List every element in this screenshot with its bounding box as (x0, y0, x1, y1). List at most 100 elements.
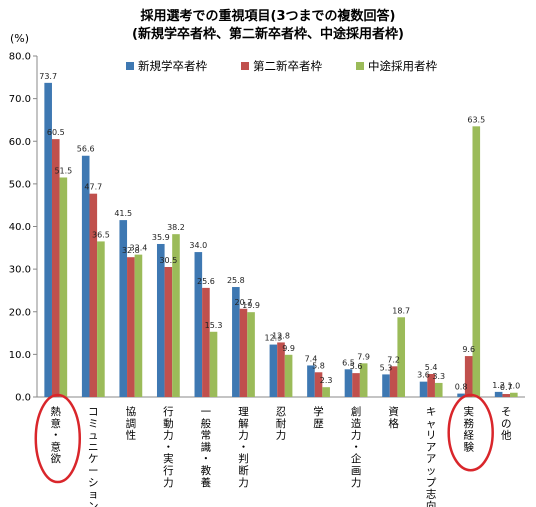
bar (419, 381, 428, 397)
bar (359, 363, 368, 397)
bar (284, 354, 293, 397)
bar (202, 287, 210, 397)
bar (277, 342, 285, 397)
bar (494, 391, 503, 397)
category-label: 学歴 (313, 405, 324, 430)
bar (352, 373, 360, 397)
category-label: その他 (501, 406, 512, 442)
data-label: 19.9 (242, 301, 260, 310)
bar (314, 372, 323, 397)
data-label: 15.3 (205, 321, 223, 330)
bar (502, 394, 511, 397)
y-tick-label: 10.0 (9, 350, 31, 361)
bar (239, 308, 248, 397)
unit-label: (%) (10, 32, 29, 45)
y-tick-label: 30.0 (9, 265, 31, 276)
highlight-circle (34, 393, 82, 484)
bar (59, 177, 68, 397)
y-tick-label: 60.0 (9, 137, 31, 148)
bar (344, 369, 353, 397)
category-label: 忍耐力 (276, 406, 287, 442)
bar (97, 241, 105, 397)
data-label: 0.8 (455, 383, 468, 392)
bar (44, 82, 52, 397)
data-label: 7.2 (387, 355, 400, 364)
bar (457, 393, 465, 397)
category-label: 協調性 (126, 405, 137, 442)
chart-title-line1: 採用選考での重視項目(3つまでの複数回答) (141, 8, 396, 24)
bar (172, 234, 180, 397)
data-label: 1.2 (492, 381, 505, 390)
y-tick-label: 40.0 (9, 222, 31, 233)
bar (194, 252, 203, 397)
category-label: キャリアアップ志向 (426, 406, 437, 507)
data-label: 51.5 (54, 166, 72, 175)
bar (209, 331, 218, 397)
bar (464, 356, 473, 397)
data-label: 33.4 (130, 244, 148, 253)
bars (44, 82, 518, 398)
legend-swatch (126, 62, 134, 70)
data-label: 5.3 (380, 363, 393, 372)
bar (247, 312, 255, 397)
data-label: 35.9 (152, 233, 170, 242)
category-label: 実務経験 (463, 405, 474, 453)
y-tick-label: 0.0 (15, 393, 31, 404)
legend: 新規学卒者枠 第二新卒者枠 中途採用者枠 (126, 59, 437, 73)
data-label: 30.5 (159, 256, 177, 265)
category-label: 行動力・実行力 (163, 405, 174, 489)
data-label: 12.8 (272, 331, 290, 340)
axes: 0.0 10.0 20.0 30.0 40.0 50.0 60.0 70.0 80.0 (9, 52, 525, 404)
data-label: 1.0 (507, 382, 520, 391)
data-label: 63.5 (467, 115, 485, 124)
data-label: 12.3 (264, 334, 282, 343)
highlight-circles (34, 393, 494, 484)
bar (89, 193, 98, 397)
data-labels: 73.7 60.5 51.5 56.6 47.7 36.5 41.5 32.833.4 35.9… (39, 72, 520, 392)
bar (427, 373, 435, 397)
data-label: 56.6 (77, 145, 95, 154)
highlight-circle (447, 393, 494, 472)
data-label: 5.4 (425, 363, 438, 372)
bar (164, 266, 173, 397)
data-label: 18.7 (392, 306, 410, 315)
data-label: 60.5 (47, 128, 65, 137)
bar (397, 317, 406, 397)
bar (472, 126, 481, 398)
data-label: 3.6 (417, 371, 430, 380)
legend-label: 中途採用者枠 (368, 59, 437, 73)
bar (81, 155, 90, 397)
legend-label: 新規学卒者枠 (138, 59, 207, 73)
bar (307, 365, 315, 397)
bar (119, 220, 128, 397)
legend-label: 第二新卒者枠 (253, 59, 322, 73)
data-label: 5.8 (312, 361, 325, 370)
category-label: 理解力・判断力 (238, 406, 249, 489)
y-tick-label: 80.0 (9, 52, 31, 63)
y-tick-label: 20.0 (9, 307, 31, 318)
bar (382, 374, 390, 397)
data-label: 6.5 (342, 358, 355, 367)
data-label: 3.3 (432, 372, 445, 381)
category-label: 資格 (388, 406, 399, 430)
data-label: 2.3 (320, 376, 333, 385)
bar (51, 139, 60, 397)
data-label: 7.9 (357, 352, 370, 361)
data-label: 9.6 (462, 345, 475, 354)
data-label: 9.9 (282, 344, 295, 353)
y-tick-label: 50.0 (9, 179, 31, 190)
data-label: 32.8 (122, 246, 140, 255)
data-label: 73.7 (39, 72, 57, 81)
category-labels: 熱意・意欲 コミュニケーション力 協調性 行動力・実行力 一般常識・教養 理解力・判断力 忍… (51, 405, 512, 507)
bar (434, 382, 443, 397)
data-label: 36.5 (92, 230, 110, 239)
data-label: 47.7 (84, 183, 102, 192)
data-label: 20.7 (235, 298, 253, 307)
bar (156, 243, 165, 397)
legend-swatch (241, 62, 249, 70)
data-label: 25.6 (197, 277, 215, 286)
data-label: 0.7 (500, 383, 513, 392)
bar (127, 257, 135, 397)
data-label: 41.5 (114, 209, 132, 218)
